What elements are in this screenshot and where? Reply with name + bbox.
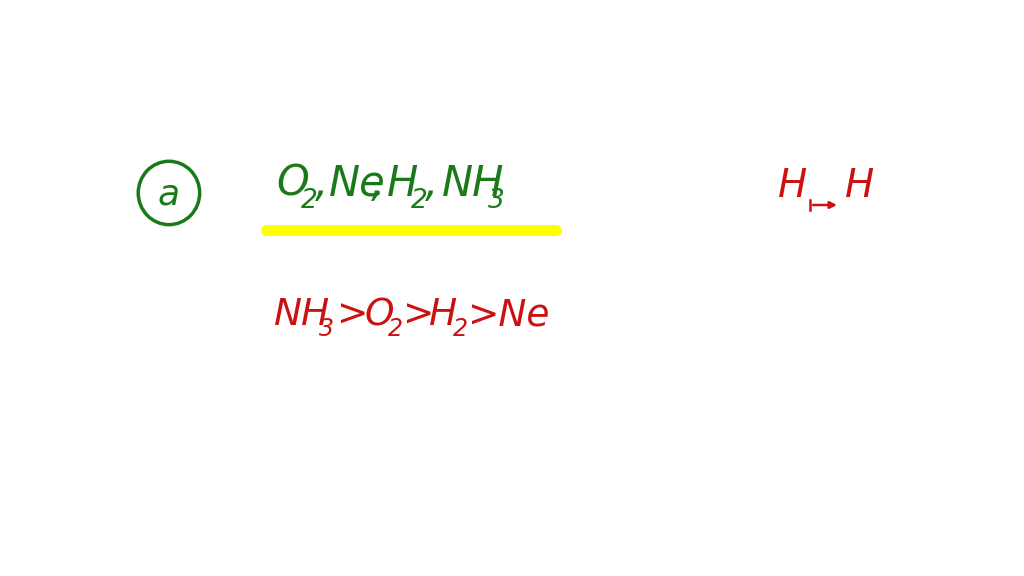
Text: H: H	[778, 167, 808, 205]
Text: NH: NH	[274, 297, 331, 334]
Text: H: H	[429, 297, 458, 334]
Text: >Ne: >Ne	[467, 297, 550, 334]
Text: ,: ,	[425, 163, 437, 205]
Text: Ne: Ne	[329, 163, 385, 205]
Text: O: O	[276, 163, 309, 205]
Text: a: a	[158, 178, 180, 212]
Text: >: >	[402, 297, 434, 334]
Text: 3: 3	[487, 188, 504, 214]
Text: ,: ,	[314, 163, 328, 205]
Text: 2: 2	[411, 188, 427, 214]
Text: ,: ,	[371, 163, 384, 205]
Text: 2: 2	[387, 317, 402, 342]
Text: O: O	[365, 297, 394, 334]
Text: >: >	[337, 297, 368, 334]
Text: H: H	[845, 167, 874, 205]
Text: NH: NH	[441, 163, 504, 205]
Text: 2: 2	[300, 188, 317, 214]
Text: 2: 2	[453, 317, 467, 342]
Text: 3: 3	[319, 317, 335, 342]
Text: H: H	[386, 163, 418, 205]
